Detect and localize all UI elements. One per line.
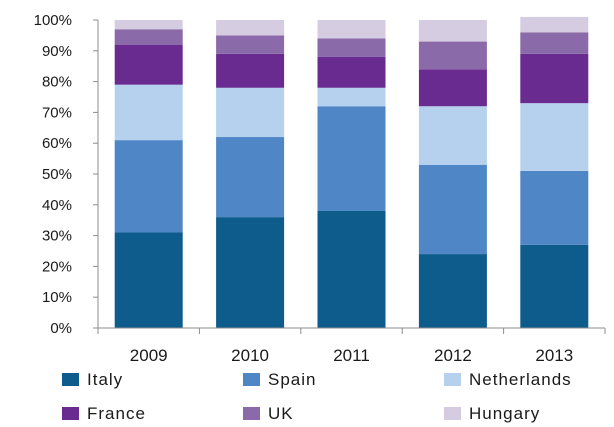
y-tick-label: 40% (42, 197, 72, 214)
legend-swatch (444, 373, 461, 386)
legend: Italy Spain Netherlands France UK Hungary (62, 370, 572, 423)
legend-swatch (243, 373, 260, 386)
x-axis: 2009 2010 2011 2012 2013 (97, 327, 606, 365)
bar-segment (114, 232, 183, 328)
legend-label: Spain (268, 370, 316, 389)
bar-segment (114, 20, 183, 30)
bar-segment (317, 210, 386, 328)
bar-segment (114, 140, 183, 233)
legend-label: Italy (87, 370, 123, 389)
x-tick-label: 2012 (434, 346, 472, 365)
bar-segment (520, 53, 589, 104)
bar-segment (418, 41, 487, 70)
y-tick-label: 60% (42, 135, 72, 152)
bar-segment (520, 170, 589, 245)
bar-segment (418, 106, 487, 165)
legend-swatch (62, 407, 79, 420)
bar-segment (114, 44, 183, 85)
legend-label: UK (268, 404, 294, 423)
legend-item: Hungary (444, 404, 540, 423)
y-tick-label: 30% (42, 228, 72, 245)
bar-segment (216, 53, 285, 88)
y-tick-label: 80% (42, 74, 72, 91)
legend-swatch (243, 407, 260, 420)
bar-segment (520, 103, 589, 171)
legend-item: Spain (243, 370, 316, 389)
bar-segment (418, 164, 487, 255)
bars (114, 16, 589, 328)
bar-segment (418, 254, 487, 328)
bar-segment (216, 217, 285, 328)
x-tick-label: 2013 (535, 346, 573, 365)
y-tick-label: 50% (42, 166, 72, 183)
bar-segment (418, 69, 487, 107)
bar-segment (418, 20, 487, 42)
bar-segment (216, 87, 285, 138)
legend-item: Netherlands (444, 370, 572, 389)
bar-segment (114, 29, 183, 45)
bar-segment (520, 16, 589, 33)
bar-segment (216, 20, 285, 36)
bar-segment (317, 56, 386, 88)
bar-segment (114, 84, 183, 141)
y-tick-label: 100% (34, 12, 72, 29)
legend-swatch (62, 373, 79, 386)
bar-segment (317, 106, 386, 211)
bar-segment (520, 244, 589, 328)
x-tick-label: 2009 (130, 346, 168, 365)
legend-item: France (62, 404, 146, 423)
bar-segment (216, 137, 285, 218)
y-tick-label: 20% (42, 258, 72, 275)
y-tick-label: 90% (42, 43, 72, 60)
legend-item: UK (243, 404, 294, 423)
y-axis: 0% 10% 20% 30% 40% 50% 60% 70% 80% 90% 100% (34, 12, 99, 337)
legend-item: Italy (62, 370, 123, 389)
bar-segment (317, 38, 386, 57)
y-tick-label: 10% (42, 289, 72, 306)
y-tick-label: 70% (42, 104, 72, 121)
bar-segment (216, 35, 285, 54)
y-tick-label: 0% (50, 320, 72, 337)
bar-segment (520, 32, 589, 54)
x-tick-label: 2010 (231, 346, 269, 365)
x-tick-label: 2011 (333, 346, 370, 365)
legend-label: Netherlands (469, 370, 572, 389)
bar-segment (317, 87, 386, 107)
legend-label: Hungary (469, 404, 540, 423)
bar-segment (317, 20, 386, 39)
legend-label: France (87, 404, 146, 423)
legend-swatch (444, 407, 461, 420)
